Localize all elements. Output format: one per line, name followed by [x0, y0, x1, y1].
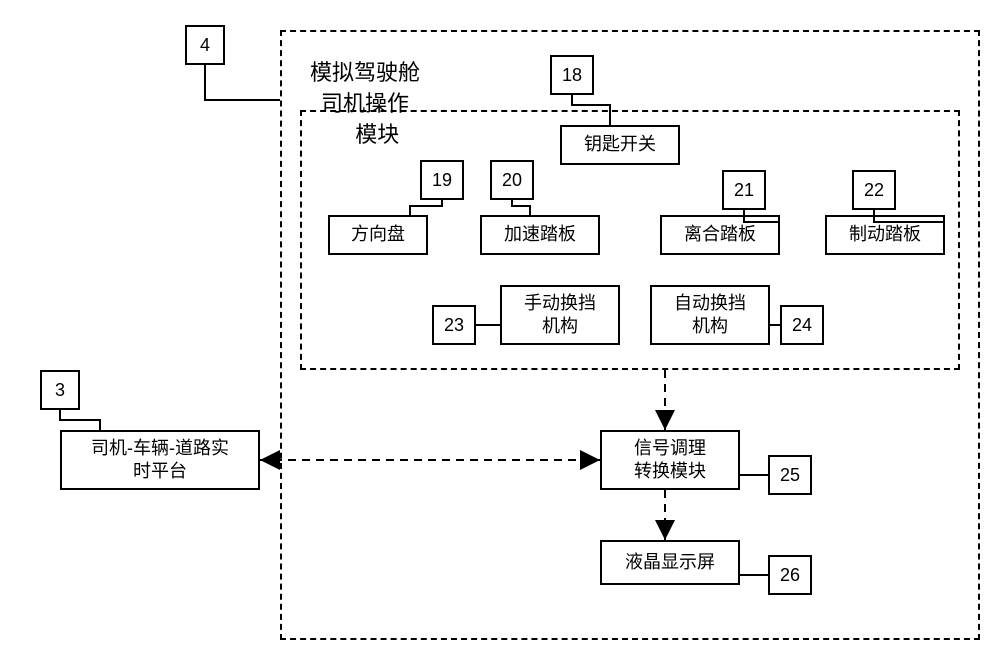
- box-brake: 制动踏板: [825, 215, 945, 255]
- box-lcd: 液晶显示屏: [600, 540, 740, 585]
- numlabel-20: 20: [490, 160, 534, 200]
- numlabel-26: 26: [768, 555, 812, 595]
- box-platform: 司机-车辆-道路实时平台: [60, 430, 260, 490]
- numlabel-24: 24: [780, 305, 824, 345]
- module-label: 模拟驾驶舱司机操作 模块: [310, 58, 420, 150]
- box-key-switch: 钥匙开关: [560, 125, 680, 165]
- numlabel-3: 3: [40, 370, 80, 410]
- numlabel-25: 25: [768, 455, 812, 495]
- numlabel-21: 21: [722, 170, 766, 210]
- box-clutch: 离合踏板: [660, 215, 780, 255]
- box-steering: 方向盘: [328, 215, 428, 255]
- box-accel: 加速踏板: [480, 215, 600, 255]
- numlabel-18: 18: [550, 55, 594, 95]
- numlabel-19: 19: [420, 160, 464, 200]
- box-manual-shift: 手动换挡机构: [500, 285, 620, 345]
- box-signal-module: 信号调理转换模块: [600, 430, 740, 490]
- numlabel-23: 23: [432, 305, 476, 345]
- numlabel-4: 4: [185, 25, 225, 65]
- numlabel-22: 22: [852, 170, 896, 210]
- box-auto-shift: 自动换挡机构: [650, 285, 770, 345]
